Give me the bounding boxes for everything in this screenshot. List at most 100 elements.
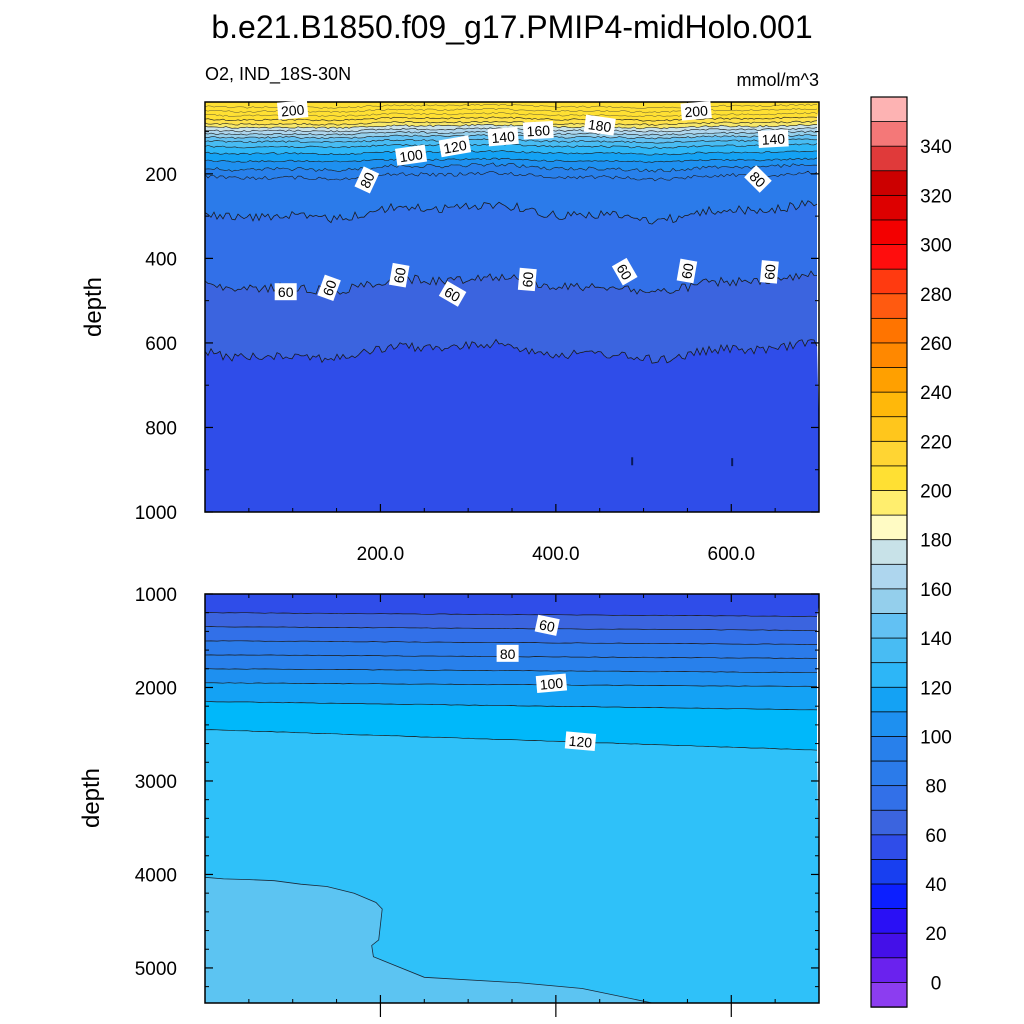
colorbar-label-5: 240 [920,383,952,404]
upper-contour-label-4: 140 [487,126,519,147]
colorbar-swatch-6 [870,244,908,270]
upper-variable-label: O2, IND_18S-30N [205,64,351,85]
colorbar-swatch-24 [870,686,908,713]
colorbar-swatch-31 [870,859,908,885]
upper-contour-label-7: 100 [395,144,428,166]
colorbar-swatch-29 [870,809,908,836]
upper-contour-label-7-text: 100 [398,146,424,165]
colorbar-swatch-11 [870,367,908,393]
colorbar-label-9: 160 [920,580,952,601]
colorbar-swatch-1 [870,121,908,147]
upper-contour-label-11-bg [317,274,341,302]
upper-contour-label-6-text: 120 [442,137,468,157]
colorbar-swatch-12 [870,391,908,418]
upper-contour-label-12-bg [388,262,410,288]
lower-ytick-label-1: 2000 [135,678,177,699]
upper-band-10 [205,157,817,173]
colorbar-swatch-14 [870,440,908,467]
upper-contour-line-1 [205,116,818,122]
colorbar-swatch-10 [870,342,908,369]
colorbar-swatch-4 [870,194,908,221]
upper-contour-line-10 [205,157,818,163]
colorbar-frame [870,96,908,1008]
colorbar-swatch-28 [870,785,908,811]
colorbar-swatch-5 [870,219,908,246]
upper-contour-label-8-text: 80 [357,170,378,191]
lower-contour-label-0-text: 60 [538,616,557,635]
upper-contour-label-3-text: 160 [526,122,550,139]
upper-contour-label-0-bg [276,100,309,120]
upper-units-label: mmol/m^3 [737,70,819,90]
colorbar-label-2: 300 [920,236,952,257]
lower-band-7 [205,701,817,751]
lower-contour-line-5 [205,668,818,674]
upper-ytick-label-0: 200 [145,165,177,186]
upper-contour-label-13: 60 [438,281,467,307]
upper-panel: O2, IND_18S-30N mmol/m^3 200 400 600 800 100… [80,64,820,565]
colorbar-label-3: 280 [920,285,952,306]
colorbar-swatch-33 [870,908,908,934]
lower-contour-label-1-text: 80 [500,646,516,662]
upper-contour-label-3-bg [522,120,554,140]
upper-contour-label-4-bg [487,126,519,147]
upper-contour-label-0-text: 200 [280,101,305,119]
lower-contour-label-3-text: 120 [568,733,593,751]
upper-band-3 [205,124,817,133]
colorbar-swatch-32 [870,883,908,910]
colorbar-swatch-13 [870,416,908,443]
upper-contour-label-1: 200 [680,101,712,121]
colorbar-swatch-27 [870,760,908,787]
colorbar: 3403203002802602402202001801601401201008… [870,96,952,1008]
upper-contour-label-6: 120 [438,135,472,158]
upper-contour-label-16-text: 60 [678,262,696,280]
upper-contour-line-3 [205,123,818,130]
upper-band-13 [205,200,817,295]
lower-low-oxygen-region [205,876,653,1003]
upper-contour-label-17-bg [759,260,779,284]
colorbar-swatch-15 [870,465,908,492]
colorbar-label-8: 180 [920,531,952,552]
colorbar-label-17: 0 [931,973,942,994]
colorbar-swatch-0 [870,96,908,123]
colorbar-label-6: 220 [920,432,952,453]
upper-band-15 [205,339,819,512]
lower-contour-labels: 60 80 100 120 [496,614,597,751]
lower-band-5 [205,668,817,687]
upper-contour-label-5: 140 [757,129,789,148]
upper-contour-label-9: 80 [744,165,772,193]
upper-contour-label-8: 80 [354,166,380,194]
upper-contour-field [205,102,819,512]
colorbar-swatch-17 [870,514,908,541]
lower-band-4 [205,654,817,673]
upper-contour-line-11 [205,162,818,173]
lower-band-0 [205,594,819,617]
upper-contour-line-15 [205,338,818,364]
upper-contour-label-10: 60 [274,283,297,301]
upper-contour-labels: 200 200 180 160 140 140 120 100 80 80 60 60 60 60 60 60… [274,100,789,307]
upper-contour-label-4-text: 140 [491,128,516,146]
lower-contour-label-3-bg [564,731,597,751]
upper-contour-label-1-bg [680,101,712,121]
upper-ytick-label-2: 600 [145,334,177,355]
colorbar-label-10: 140 [920,629,952,650]
upper-contour-label-9-bg [744,165,772,193]
upper-contour-line-2 [205,120,818,126]
upper-contour-label-7-bg [395,144,428,166]
colorbar-swatch-20 [870,588,908,615]
colorbar-swatch-26 [870,736,908,762]
upper-contour-label-0: 200 [276,100,309,120]
upper-contour-line-13 [205,199,818,225]
upper-contour-label-14: 60 [517,267,537,292]
colorbar-swatch-18 [870,539,908,565]
upper-band-9 [205,150,817,163]
colorbar-label-15: 40 [925,875,946,896]
lower-contour-label-3: 120 [564,731,597,751]
colorbar-label-14: 60 [925,826,946,847]
upper-contour-label-5-text: 140 [761,131,785,148]
colorbar-swatch-7 [870,268,908,295]
upper-band-14 [205,271,817,364]
upper-contour-label-1-text: 200 [684,102,709,120]
colorbar-swatch-3 [870,170,908,197]
colorbar-label-12: 100 [920,727,952,748]
upper-ytick-label-1: 400 [145,249,177,270]
